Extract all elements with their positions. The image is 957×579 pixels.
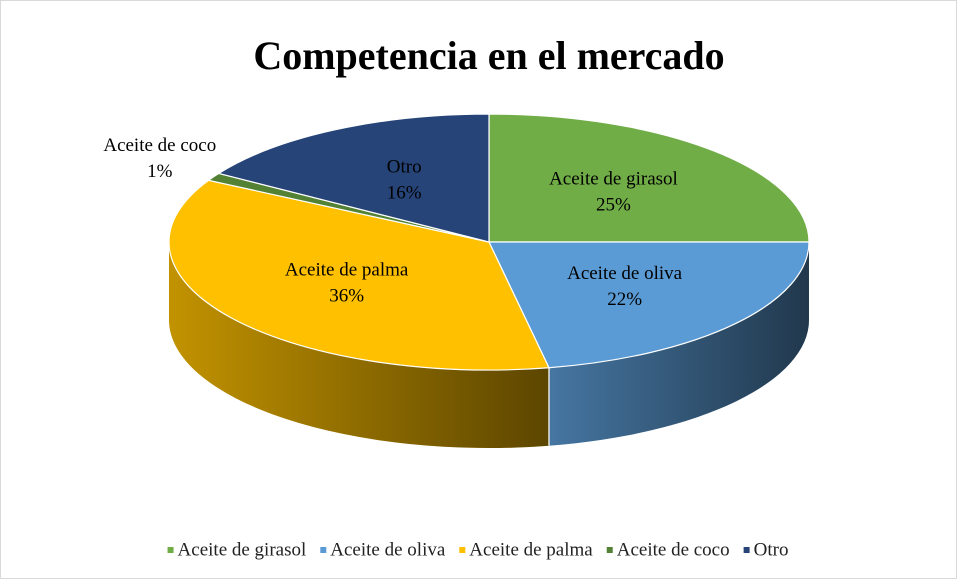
data-label-value: 36%	[329, 286, 364, 307]
legend-label: Aceite de palma	[469, 539, 593, 560]
pie-side-shade	[169, 242, 549, 448]
pie-slice	[488, 241, 810, 369]
pie-slice	[488, 113, 810, 243]
data-labels: Aceite de girasol 25% Aceite de oliva 22% Ac…	[103, 135, 682, 310]
pie-tops	[168, 113, 810, 371]
data-label-value: 1%	[147, 161, 173, 182]
legend-swatch	[743, 547, 750, 553]
chart-title: Competencia en el mercado	[253, 33, 724, 78]
data-label-category: Aceite de coco	[103, 135, 216, 156]
pie-sides	[169, 242, 809, 448]
data-label-category: Aceite de oliva	[567, 263, 683, 284]
data-label-value: 25%	[596, 195, 631, 216]
pie-slice	[168, 179, 550, 371]
legend-label: Aceite de oliva	[330, 539, 446, 560]
legend-label: Aceite de coco	[617, 539, 730, 560]
legend-swatch	[320, 547, 327, 553]
data-label-category: Otro	[387, 157, 422, 178]
data-label-value: 16%	[387, 183, 422, 204]
data-label-value: 22%	[607, 289, 642, 310]
legend-swatch	[459, 547, 466, 553]
legend-label: Aceite de girasol	[178, 539, 307, 560]
legend-label: Otro	[754, 539, 789, 560]
pie-side-shade	[548, 242, 809, 446]
legend-swatch	[606, 547, 613, 553]
legend-swatch	[167, 547, 174, 553]
legend: Aceite de girasol Aceite de oliva Aceite d…	[167, 539, 789, 560]
pie-slice	[217, 113, 490, 243]
data-label-category: Aceite de girasol	[549, 169, 678, 190]
data-label-category: Aceite de palma	[285, 260, 409, 281]
